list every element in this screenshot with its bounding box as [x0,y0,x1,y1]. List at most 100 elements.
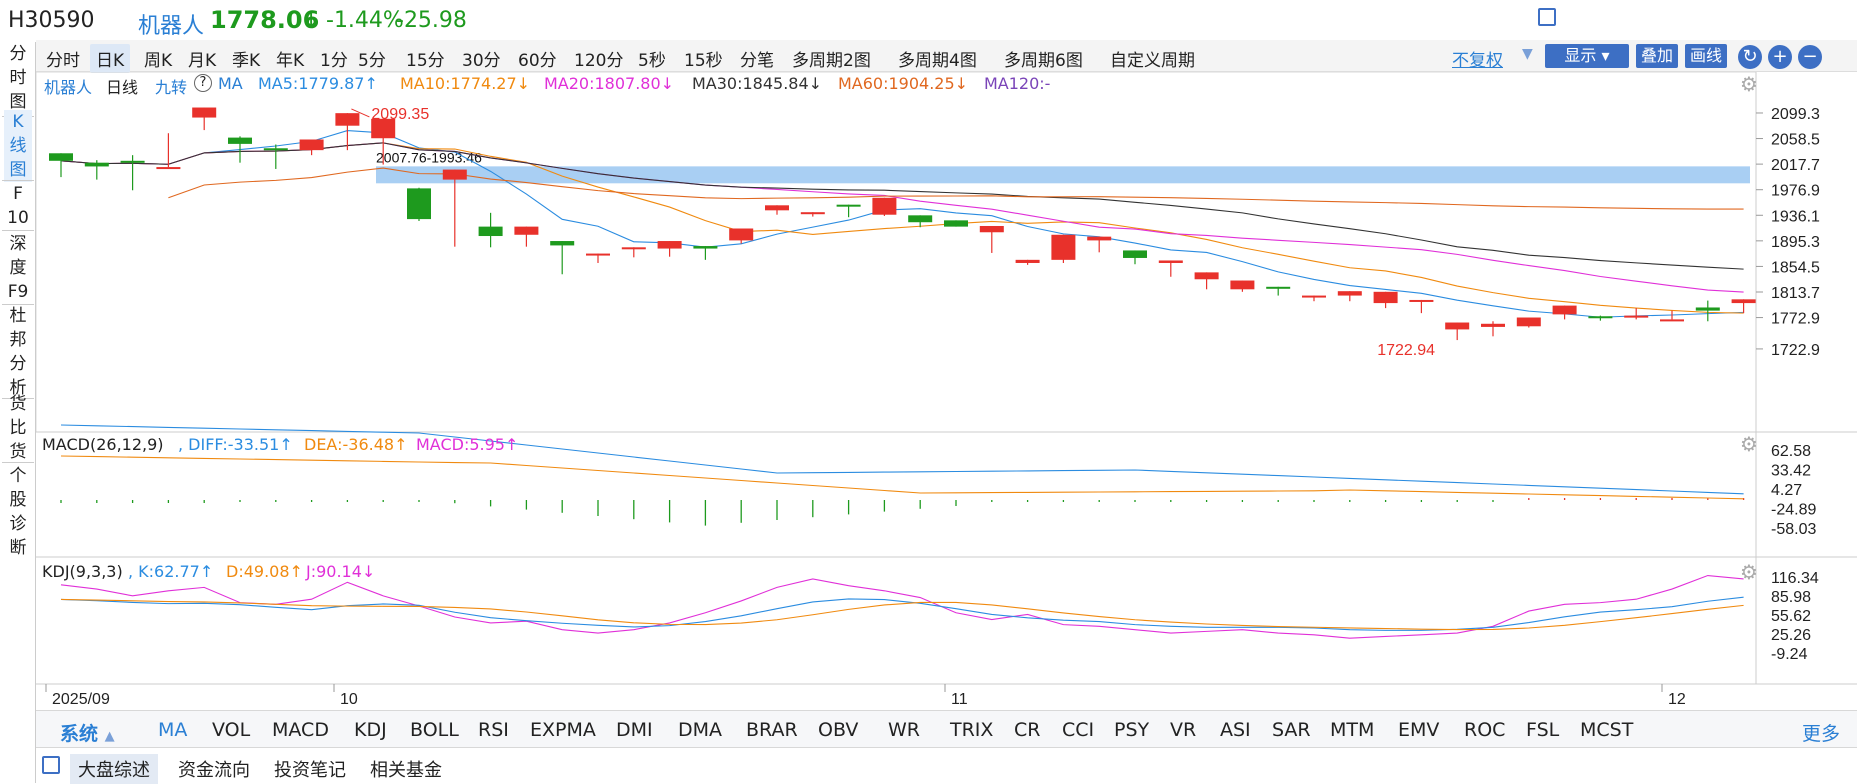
zoom-out-icon[interactable]: − [1798,45,1822,69]
indicator-brar[interactable]: BRAR [746,719,798,741]
tab-notes[interactable]: 投资笔记 [274,760,346,781]
indicator-expma[interactable]: EXPMA [530,719,596,741]
macd-settings-icon[interactable]: ⚙ [1740,432,1758,456]
tab-period-1[interactable]: 日K [90,44,131,73]
refresh-icon[interactable]: ↻ [1738,45,1762,69]
nav-f10[interactable]: F 10 [7,184,29,228]
kdj-panel [60,574,1744,639]
indicator-trix[interactable]: TRIX [950,719,994,741]
candle-body [1409,299,1434,302]
tab-market-summary[interactable]: 大盘综述 [70,754,158,784]
show-button[interactable]: 显示 ▾ [1545,44,1629,68]
candle-body [120,160,145,163]
axes: 2099.3 2058.5 2017.7 1976.9 1936.1 1895.3 1854… [45,106,1820,708]
period-toolbar: 分时 日K 周K 月K 季K 年K 1分 5分 15分 30分 60分 120分… [36,40,1857,73]
tab-period-7[interactable]: 5分 [358,51,386,71]
tab-period-14[interactable]: 分笔 [740,51,774,71]
indicator-kdj[interactable]: KDJ [354,719,387,741]
candle-body [1302,295,1326,298]
tab-period-10[interactable]: 60分 [518,51,557,71]
tab-period-8[interactable]: 15分 [406,51,445,71]
tab-period-9[interactable]: 30分 [462,51,501,71]
kline-chart[interactable]: 2007.76-1993.46 2099.35 1722.94 2099.3 205… [36,72,1857,710]
tab-period-5[interactable]: 年K [276,51,305,71]
indicator-vr[interactable]: VR [1170,719,1197,741]
macd-dea-line [60,455,1744,500]
indicator-emv[interactable]: EMV [1398,719,1440,741]
tab-period-12[interactable]: 5秒 [638,51,666,71]
candle-body [1123,250,1147,258]
indicator-psy[interactable]: PSY [1114,719,1150,741]
adjust-dropdown[interactable]: 不复权 [1452,51,1503,71]
title-bar: H30590 机器人 1778.06 ↓ -1.44% -25.98 [0,0,1857,42]
candle-body [371,118,396,139]
indicator-mcst[interactable]: MCST [1580,719,1634,741]
tab-fund-flow[interactable]: 资金流向 [178,760,250,781]
settings-gear-icon[interactable]: ⚙ [1740,72,1758,96]
nav-diagnosis[interactable]: 个股诊断 [9,466,27,558]
candle-body [1731,299,1756,304]
candle-body [1230,280,1255,290]
more-link[interactable]: 更多 [1802,723,1841,745]
indicator-dmi[interactable]: DMI [616,719,653,741]
tab-period-16[interactable]: 多周期4图 [898,51,977,71]
indicator-dma[interactable]: DMA [678,719,723,741]
indicator-system[interactable]: 系统 ▲ [60,723,115,745]
help-icon[interactable]: ? [194,74,212,92]
tab-period-0[interactable]: 分时 [46,51,80,71]
indicator-obv[interactable]: OBV [818,719,859,741]
tab-related-funds[interactable]: 相关基金 [370,760,442,781]
indicator-asi[interactable]: ASI [1220,719,1251,741]
candle-body [263,148,288,151]
candle-body [1015,259,1040,263]
indicator-macd[interactable]: MACD [272,719,329,741]
candle-body [1158,260,1183,263]
candle-body [1337,291,1362,296]
indicator-sar[interactable]: SAR [1272,719,1311,741]
candle-body [586,253,610,256]
tab-period-15[interactable]: 多周期2图 [792,51,871,71]
kdj-label: KDJ(9,3,3) [42,562,123,581]
ma5-value: MA5:1779.87↑ [258,74,378,93]
chevron-down-icon[interactable]: ▼ [1522,46,1533,62]
tab-period-11[interactable]: 120分 [574,51,624,71]
indicator-fsl[interactable]: FSL [1526,719,1560,741]
tab-period-4[interactable]: 季K [232,51,261,71]
indicator-roc[interactable]: ROC [1464,719,1506,741]
ma30-value: MA30:1845.84↓ [692,74,823,93]
indicator-ma[interactable]: MA [158,719,188,741]
change-percent: -1.44% [326,8,404,33]
panel-toggle-icon[interactable] [42,756,60,774]
indicator-rsi[interactable]: RSI [478,719,509,741]
nav-timeshare[interactable]: 分时图 [9,44,27,112]
candle-body [1194,272,1219,280]
tab-period-2[interactable]: 周K [144,51,173,71]
kdj-tick: 85.98 [1771,589,1811,606]
candle-body [979,225,1004,233]
tab-period-17[interactable]: 多周期6图 [1004,51,1083,71]
date-tick: 2025/09 [52,691,110,708]
tab-period-18[interactable]: 自定义周期 [1110,51,1195,71]
indicator-mtm[interactable]: MTM [1330,719,1375,741]
indicator-wr[interactable]: WR [888,719,920,741]
indicator-boll[interactable]: BOLL [410,719,459,741]
window-restore-icon[interactable] [1538,8,1556,26]
overlay-button[interactable]: 叠加 [1636,44,1678,68]
candle-body [1445,322,1470,330]
tab-period-13[interactable]: 15秒 [684,51,723,71]
tab-period-6[interactable]: 1分 [320,51,348,71]
indicator-cr[interactable]: CR [1014,719,1041,741]
indicator-vol[interactable]: VOL [212,719,251,741]
zoom-in-icon[interactable]: + [1768,45,1792,69]
macd-diff-line [60,424,1744,495]
tab-period-3[interactable]: 月K [188,51,217,71]
nav-f9[interactable]: 深度 F9 [7,234,29,302]
nav-dupont[interactable]: 杜邦分析 [9,306,27,398]
nav-compare[interactable]: 货比货 [9,394,27,462]
kdj-settings-icon[interactable]: ⚙ [1740,560,1758,584]
kdj-d: D:49.08↑ [226,562,303,581]
candle-body [693,246,718,249]
indicator-cci[interactable]: CCI [1062,719,1095,741]
draw-line-button[interactable]: 画线 [1685,44,1727,68]
